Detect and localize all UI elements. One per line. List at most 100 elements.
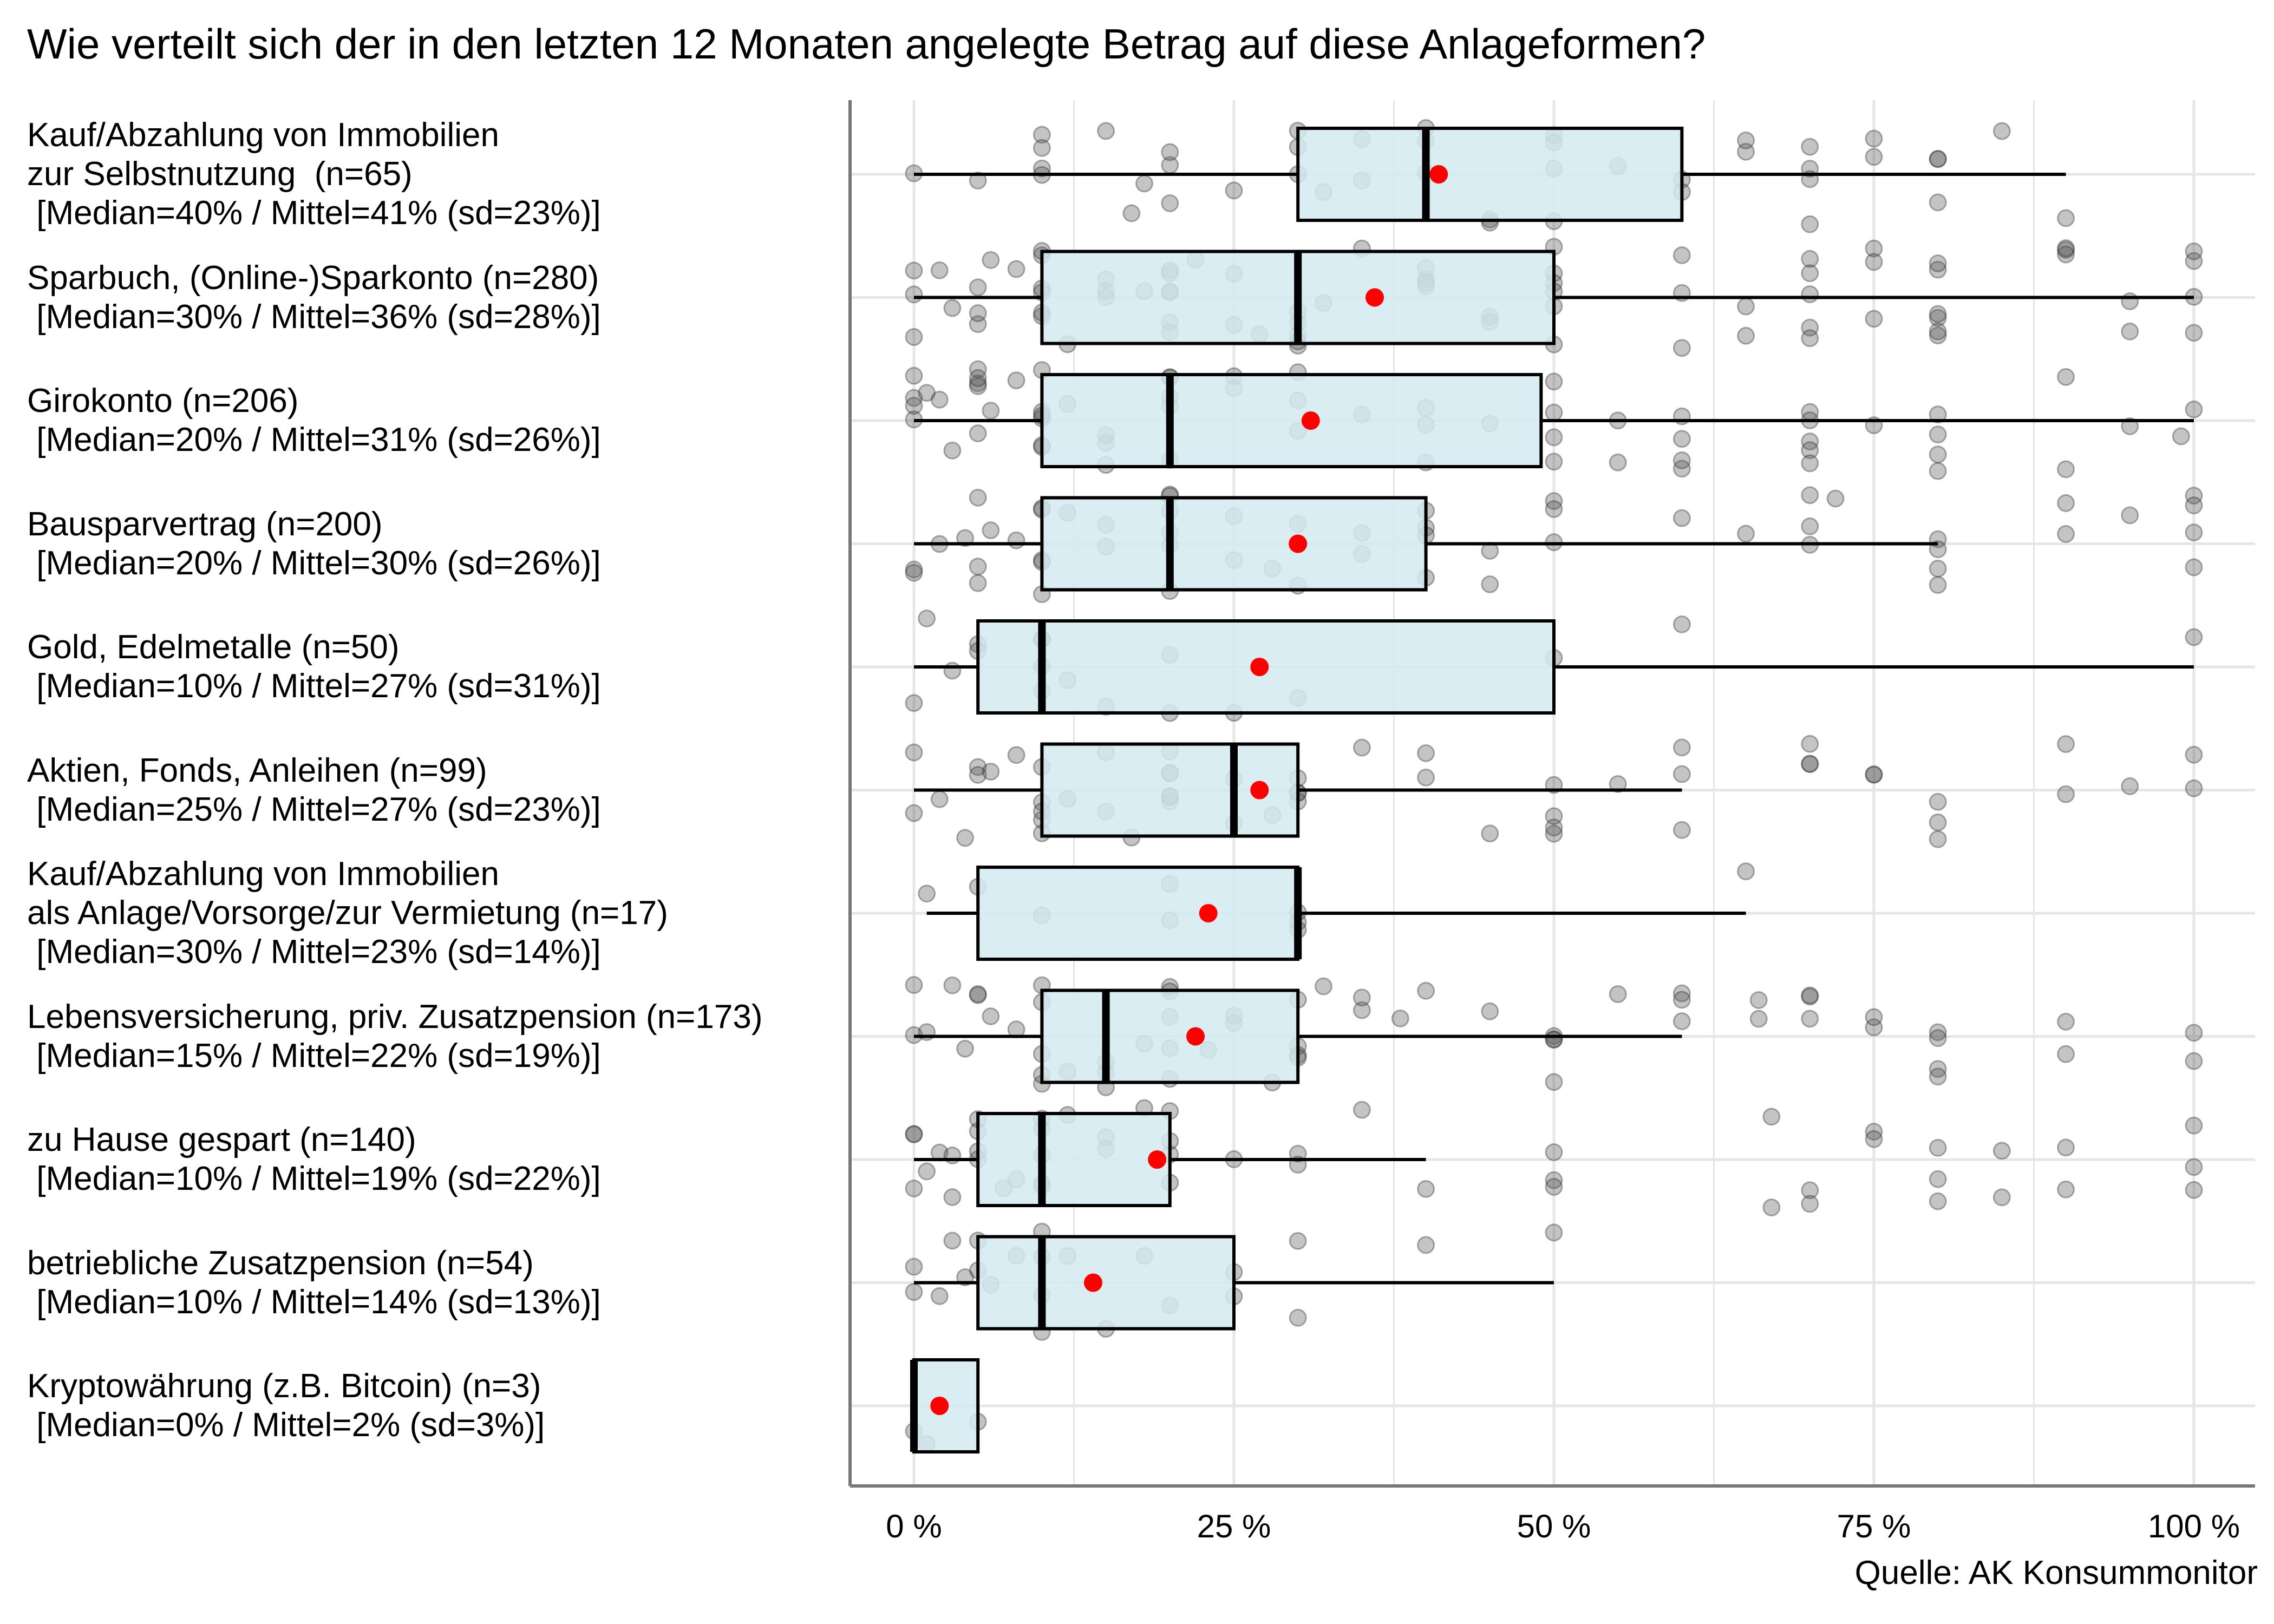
jitter-point xyxy=(1481,575,1499,593)
jitter-point xyxy=(1929,462,1947,480)
jitter-point xyxy=(2185,745,2203,764)
category-label: Lebensversicherung, priv. Zusatzpension … xyxy=(27,998,762,1076)
jitter-point xyxy=(1352,988,1371,1007)
jitter-point xyxy=(1289,1144,1307,1163)
jitter-point xyxy=(905,743,923,762)
mean-point xyxy=(1083,1273,1102,1292)
jitter-point xyxy=(1672,821,1691,839)
category-label-line: [Median=30% / Mittel=36% (sd=28%)] xyxy=(27,298,601,336)
category-label-line: zur Selbstnutzung (n=65) xyxy=(27,155,413,193)
jitter-point xyxy=(2057,239,2075,257)
mean-point xyxy=(1250,781,1269,800)
jitter-point xyxy=(969,985,987,1003)
jitter-point xyxy=(905,328,923,346)
jitter-point xyxy=(1391,1009,1409,1027)
jitter-point xyxy=(1801,1181,1819,1200)
category-label-line: [Median=15% / Mittel=22% (sd=19%)] xyxy=(27,1037,601,1075)
jitter-point xyxy=(905,366,923,385)
jitter-point xyxy=(1672,738,1691,757)
jitter-point xyxy=(1929,1068,1947,1086)
jitter-point xyxy=(1007,531,1025,549)
jitter-point xyxy=(2185,628,2203,646)
jitter-point xyxy=(1865,310,1883,328)
jitter-point xyxy=(2185,324,2203,342)
jitter-point xyxy=(1545,1178,1563,1196)
jitter-point xyxy=(1545,1171,1563,1189)
jitter-point xyxy=(905,261,923,280)
category-label-line: Aktien, Fonds, Anleihen (n=99) xyxy=(27,751,487,789)
jitter-point xyxy=(1545,1223,1563,1242)
x-tick-label: 50 % xyxy=(1517,1508,1591,1544)
jitter-point xyxy=(1737,142,1755,161)
jitter-point xyxy=(1865,1008,1883,1026)
jitter-point xyxy=(905,285,923,304)
jitter-point xyxy=(1865,1018,1883,1037)
jitter-point xyxy=(1481,1002,1499,1020)
jitter-point xyxy=(2185,558,2203,577)
jitter-point xyxy=(905,694,923,712)
jitter-point xyxy=(969,315,987,333)
jitter-point xyxy=(969,172,987,190)
jitter-point xyxy=(905,564,923,582)
jitter-point xyxy=(1801,987,1819,1006)
category-label-line: [Median=30% / Mittel=23% (sd=14%)] xyxy=(27,933,601,971)
jitter-point xyxy=(956,829,975,847)
jitter-point xyxy=(905,389,923,407)
jitter-point xyxy=(2121,322,2139,340)
box-iqr xyxy=(976,1235,1236,1331)
jitter-point xyxy=(2185,1116,2203,1135)
jitter-point xyxy=(930,390,949,409)
jitter-point xyxy=(1929,254,1947,273)
jitter-point xyxy=(1929,446,1947,464)
jitter-point xyxy=(1352,1101,1371,1119)
category-label-line: [Median=0% / Mittel=2% (sd=3%)] xyxy=(27,1406,545,1444)
jitter-point xyxy=(1929,813,1947,831)
jitter-point xyxy=(918,610,936,628)
jitter-point xyxy=(930,261,949,279)
jitter-point xyxy=(2057,1180,2075,1199)
jitter-point xyxy=(969,758,987,776)
jitter-point xyxy=(1929,1138,1947,1157)
category-label: betriebliche Zusatzpension (n=54) [Media… xyxy=(27,1244,601,1322)
jitter-point xyxy=(969,424,987,443)
category-label-line: Sparbuch, (Online-)Sparkonto (n=280) xyxy=(27,259,599,297)
box-iqr xyxy=(1040,988,1300,1084)
mean-point xyxy=(1148,1150,1167,1169)
jitter-point xyxy=(1161,194,1179,212)
jitter-point xyxy=(1609,453,1627,472)
axis-layer: 0 % 25 % 50 % 75 % 100 % xyxy=(848,100,2255,1544)
jitter-point xyxy=(956,1039,975,1058)
jitter-point xyxy=(905,1125,923,1144)
jitter-point xyxy=(969,278,987,297)
jitter-point xyxy=(1801,1195,1819,1213)
jitter-point xyxy=(1865,1130,1883,1148)
jitter-point xyxy=(2185,1158,2203,1176)
jitter-point xyxy=(1737,131,1755,149)
jitter-point xyxy=(905,1179,923,1197)
jitter-point xyxy=(2057,460,2075,479)
jitter-point xyxy=(969,360,987,378)
jitter-point xyxy=(969,574,987,592)
x-tick-label: 25 % xyxy=(1197,1508,1271,1544)
jitter-point xyxy=(982,251,1000,269)
jitter-point xyxy=(1801,454,1819,473)
jitter-point xyxy=(1929,1170,1947,1188)
jitter-point xyxy=(918,885,936,903)
category-label-line: Gold, Edelmetalle (n=50) xyxy=(27,628,400,666)
category-label: zu Hause gespart (n=140) [Median=10% / M… xyxy=(27,1121,601,1199)
jitter-point xyxy=(1801,735,1819,753)
category-label-line: Kauf/Abzahlung von Immobilien xyxy=(27,855,499,893)
jitter-point xyxy=(1737,326,1755,345)
jitter-point xyxy=(2172,427,2190,446)
category-label-line: als Anlage/Vorsorge/zur Vermietung (n=17… xyxy=(27,894,668,932)
x-tick-label: 100 % xyxy=(2148,1508,2240,1544)
jitter-point xyxy=(982,402,1000,420)
jitter-point xyxy=(1929,326,1947,345)
jitter-point xyxy=(2185,400,2203,418)
jitter-point xyxy=(2185,487,2203,505)
jitter-point xyxy=(1545,453,1563,471)
category-label-line: Bausparvertrag (n=200) xyxy=(27,505,383,543)
jitter-point xyxy=(1801,486,1819,505)
jitter-point xyxy=(1545,492,1563,510)
mean-point xyxy=(1289,534,1308,553)
